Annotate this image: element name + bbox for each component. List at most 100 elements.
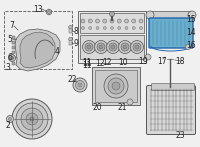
Text: 10: 10 xyxy=(118,58,128,67)
Text: 5: 5 xyxy=(8,35,12,44)
Circle shape xyxy=(95,41,108,54)
Circle shape xyxy=(78,83,82,87)
Circle shape xyxy=(127,99,133,105)
FancyBboxPatch shape xyxy=(152,83,194,91)
Text: 16: 16 xyxy=(186,41,196,50)
Circle shape xyxy=(118,26,121,30)
Circle shape xyxy=(108,78,124,94)
Circle shape xyxy=(117,19,121,23)
Bar xyxy=(12,56,15,59)
Text: 17: 17 xyxy=(157,56,167,66)
Circle shape xyxy=(11,56,14,60)
Circle shape xyxy=(26,113,38,125)
Text: 11: 11 xyxy=(82,61,92,70)
Text: 11: 11 xyxy=(82,59,92,67)
Circle shape xyxy=(9,55,16,61)
FancyBboxPatch shape xyxy=(146,86,196,135)
Bar xyxy=(69,27,72,33)
Circle shape xyxy=(140,26,142,30)
Circle shape xyxy=(109,43,117,51)
Bar xyxy=(150,11,192,19)
Circle shape xyxy=(30,117,34,121)
Circle shape xyxy=(103,26,106,30)
Circle shape xyxy=(110,19,114,23)
Circle shape xyxy=(9,117,12,121)
Bar xyxy=(80,13,144,33)
Circle shape xyxy=(85,43,93,51)
Circle shape xyxy=(96,19,100,23)
Circle shape xyxy=(186,45,190,50)
Circle shape xyxy=(133,43,141,51)
Bar xyxy=(69,39,72,45)
Text: 12: 12 xyxy=(95,59,105,67)
Text: 11: 11 xyxy=(82,58,92,67)
Text: 2: 2 xyxy=(6,121,10,130)
Circle shape xyxy=(188,11,196,19)
Circle shape xyxy=(88,19,92,23)
Bar xyxy=(12,61,15,65)
Text: 18: 18 xyxy=(176,56,185,66)
Circle shape xyxy=(73,78,87,92)
Circle shape xyxy=(123,45,127,49)
Circle shape xyxy=(99,45,103,49)
Bar xyxy=(12,46,15,49)
Circle shape xyxy=(146,11,154,19)
Bar xyxy=(12,41,15,44)
Text: 8: 8 xyxy=(74,26,78,35)
Text: 3: 3 xyxy=(6,62,10,71)
Circle shape xyxy=(111,45,115,49)
Circle shape xyxy=(103,19,107,23)
Text: 23: 23 xyxy=(175,131,185,140)
Text: 12: 12 xyxy=(102,58,112,67)
Circle shape xyxy=(96,26,99,30)
Text: 6: 6 xyxy=(8,52,12,61)
Text: 14: 14 xyxy=(186,27,196,36)
Circle shape xyxy=(12,99,52,139)
Circle shape xyxy=(89,26,92,30)
Circle shape xyxy=(132,26,135,30)
Bar xyxy=(12,51,15,54)
Circle shape xyxy=(145,54,151,60)
Circle shape xyxy=(110,11,115,16)
Circle shape xyxy=(97,43,105,51)
Text: 9: 9 xyxy=(74,39,78,47)
Circle shape xyxy=(121,43,129,51)
Circle shape xyxy=(130,41,144,54)
Text: 15: 15 xyxy=(186,15,196,24)
Circle shape xyxy=(83,41,96,54)
Circle shape xyxy=(16,103,48,135)
Circle shape xyxy=(21,108,43,130)
Text: 7: 7 xyxy=(10,20,14,30)
Bar xyxy=(95,70,137,102)
Circle shape xyxy=(111,26,114,30)
Bar xyxy=(92,67,140,105)
Polygon shape xyxy=(20,32,55,68)
Circle shape xyxy=(76,81,85,90)
Circle shape xyxy=(87,45,91,49)
Circle shape xyxy=(69,25,72,29)
Circle shape xyxy=(81,19,85,23)
Circle shape xyxy=(48,10,51,14)
Circle shape xyxy=(135,45,139,49)
Circle shape xyxy=(104,74,128,98)
Bar xyxy=(80,35,144,59)
Circle shape xyxy=(7,116,14,122)
Bar xyxy=(12,35,15,39)
Circle shape xyxy=(112,82,120,90)
Circle shape xyxy=(107,41,120,54)
Bar xyxy=(78,11,146,63)
Text: 21: 21 xyxy=(117,102,127,112)
Circle shape xyxy=(119,41,132,54)
Polygon shape xyxy=(15,29,60,71)
Text: 4: 4 xyxy=(55,46,59,56)
Circle shape xyxy=(82,26,85,30)
Text: 22: 22 xyxy=(67,75,77,83)
Circle shape xyxy=(132,19,136,23)
Text: 19: 19 xyxy=(138,56,148,66)
Bar xyxy=(4,11,72,69)
Circle shape xyxy=(139,19,143,23)
Circle shape xyxy=(69,37,72,41)
Circle shape xyxy=(124,19,128,23)
Text: 20: 20 xyxy=(92,102,102,112)
Text: 13: 13 xyxy=(33,5,43,14)
